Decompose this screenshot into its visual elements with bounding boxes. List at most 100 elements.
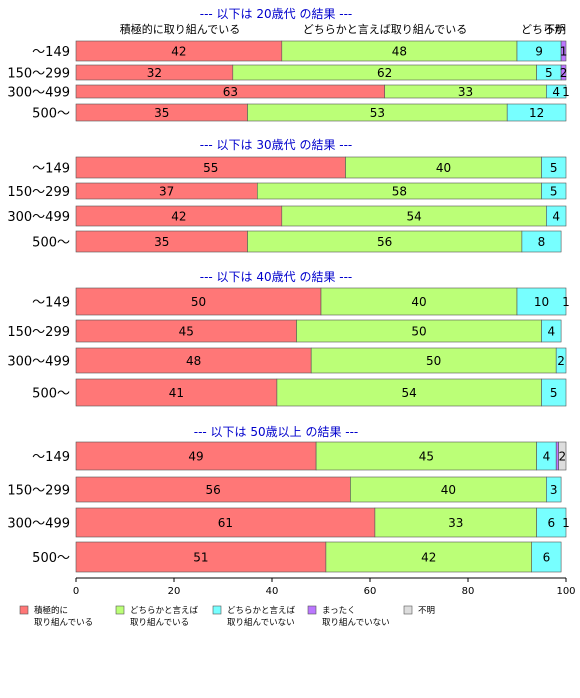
bar-segment	[75, 441, 317, 471]
data-label: 2	[559, 450, 567, 464]
bar-segment	[506, 103, 567, 122]
data-label: 4	[543, 450, 551, 464]
category-label: 〜149	[32, 450, 70, 465]
data-label: 58	[392, 185, 407, 199]
data-label: 4	[552, 85, 560, 99]
x-tick-label: 20	[168, 586, 181, 597]
panel-title: --- 以下は 20歳代 の結果 ---	[200, 7, 353, 21]
data-label: 50	[191, 295, 206, 309]
bar-segment	[516, 287, 567, 316]
data-label: 63	[223, 85, 238, 99]
data-label: 33	[448, 516, 463, 530]
data-label: 5	[550, 386, 558, 400]
data-label: 42	[421, 551, 436, 565]
legend-label: 取り組んでいない	[227, 617, 295, 628]
data-label: 61	[218, 516, 233, 530]
data-label: 40	[436, 161, 451, 175]
data-label: 9	[535, 45, 543, 59]
bar-segment	[320, 287, 518, 316]
x-tick-label: 40	[266, 586, 279, 597]
bar-segment	[325, 541, 532, 573]
bar-segment	[521, 230, 562, 253]
legend-label: 取り組んでいる	[34, 617, 93, 628]
bar-segment	[75, 378, 278, 407]
bar-segment	[276, 378, 542, 407]
data-label: 62	[377, 66, 392, 80]
data-label: 56	[377, 235, 392, 249]
category-label: 300〜499	[7, 517, 70, 532]
bar-segment	[374, 507, 537, 538]
data-label: 55	[203, 161, 218, 175]
x-tick-label: 0	[73, 586, 79, 597]
data-label: 54	[406, 210, 421, 224]
bar-segment	[560, 40, 567, 62]
category-label: 150〜299	[7, 185, 70, 200]
data-label: 4	[552, 210, 560, 224]
data-label: 41	[169, 386, 184, 400]
bar-segment	[555, 347, 567, 374]
data-label: 2	[560, 66, 568, 80]
data-label: 5	[550, 161, 558, 175]
category-label: 500〜	[32, 236, 70, 251]
data-label: 42	[171, 210, 186, 224]
data-label: 32	[147, 66, 162, 80]
data-label: 45	[179, 325, 194, 339]
data-label: 48	[186, 354, 201, 368]
legend-label: まったく	[322, 606, 356, 616]
data-label: 40	[441, 483, 456, 497]
category-label: 300〜499	[7, 86, 70, 101]
bar-segment	[560, 64, 567, 81]
data-label: 50	[411, 325, 426, 339]
series-header-label: 積極的に取り組んでいる	[120, 22, 240, 36]
data-label: 48	[392, 45, 407, 59]
data-label: 1	[560, 45, 568, 59]
bar-segment	[546, 205, 567, 227]
legend-swatch	[307, 605, 317, 615]
data-label: 1	[562, 85, 570, 99]
data-label: 1	[562, 516, 570, 530]
series-header-label: 不明	[544, 23, 566, 36]
x-tick-label: 100	[556, 586, 575, 597]
data-label: 6	[543, 551, 551, 565]
data-label: 54	[402, 386, 417, 400]
legend-label: 取り組んでいない	[322, 617, 390, 628]
category-label: 500〜	[32, 551, 70, 566]
category-label: 〜149	[32, 45, 70, 60]
data-label: 40	[411, 295, 426, 309]
data-label: 3	[550, 483, 558, 497]
bar-segment	[315, 441, 537, 471]
legend-label: 取り組んでいる	[130, 617, 189, 628]
panel-title: --- 以下は 50歳以上 の結果 ---	[194, 425, 359, 439]
legend-swatch	[403, 605, 413, 615]
legend-swatch	[212, 605, 222, 615]
bar-segment	[75, 541, 327, 573]
category-label: 300〜499	[7, 210, 70, 225]
bar-segment	[531, 541, 562, 573]
data-label: 5	[550, 185, 558, 199]
data-label: 8	[538, 235, 546, 249]
data-label: 45	[419, 450, 434, 464]
bar-segment	[541, 378, 567, 407]
bar-segment	[536, 507, 567, 538]
data-label: 51	[193, 551, 208, 565]
panel-title: --- 以下は 40歳代 の結果 ---	[200, 270, 353, 284]
category-label: 500〜	[32, 107, 70, 122]
bar-segment	[546, 84, 567, 99]
category-label: 300〜499	[7, 355, 70, 370]
bar-segment	[541, 319, 562, 343]
legend-swatch	[115, 605, 125, 615]
data-label: 35	[154, 235, 169, 249]
category-label: 500〜	[32, 387, 70, 402]
category-label: 150〜299	[7, 484, 70, 499]
category-label: 150〜299	[7, 325, 70, 340]
x-tick-label: 60	[364, 586, 377, 597]
bar-segment	[541, 156, 567, 179]
bar-segment	[75, 347, 312, 374]
bar-segment	[310, 347, 557, 374]
data-label: 42	[171, 45, 186, 59]
panel-title: --- 以下は 30歳代 の結果 ---	[200, 138, 353, 152]
legend-label: 積極的に	[34, 605, 68, 616]
category-label: 〜149	[32, 162, 70, 177]
